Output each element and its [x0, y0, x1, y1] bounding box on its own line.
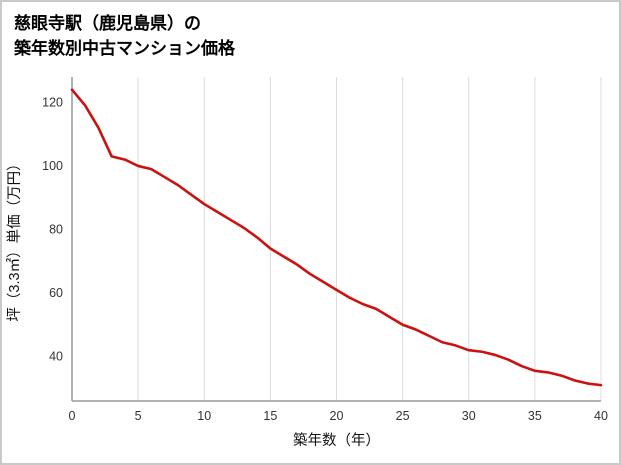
- x-tick-label: 0: [69, 409, 76, 423]
- price-line: [70, 88, 603, 387]
- y-axis-label: 坪（3.3㎡）単価（万円）: [6, 157, 23, 322]
- x-tick-label: 20: [330, 409, 344, 423]
- x-tick-label: 25: [396, 409, 410, 423]
- y-tick-label: 100: [42, 159, 63, 173]
- chart-canvas: 40 60 80 100 120 0 5 10 15 20 25 30 35 40 築年数（年） 坪（3.3㎡…: [6, 77, 608, 449]
- x-tick-label: 15: [263, 409, 277, 423]
- chart-title-line2: 築年数別中古マンション価格: [14, 38, 235, 58]
- y-tick-label: 120: [42, 96, 63, 110]
- chart-title: 慈眼寺駅（鹿児島県）の 築年数別中古マンション価格: [2, 2, 619, 61]
- x-tick-label: 30: [462, 409, 476, 423]
- x-tick-label: 5: [135, 409, 142, 423]
- x-tick-label: 10: [197, 409, 211, 423]
- x-tick-label: 40: [594, 409, 608, 423]
- y-tick-label: 40: [49, 350, 63, 364]
- y-tick-label: 60: [49, 286, 63, 300]
- chart-title-line1: 慈眼寺駅（鹿児島県）の: [14, 14, 201, 33]
- x-tick-label: 35: [528, 409, 542, 423]
- y-tick-label: 80: [49, 223, 63, 237]
- line-chart: 40 60 80 100 120 0 5 10 15 20 25 30 35 40 築年数（年） 坪（3.3㎡…: [2, 65, 619, 455]
- x-axis-label: 築年数（年）: [293, 431, 380, 449]
